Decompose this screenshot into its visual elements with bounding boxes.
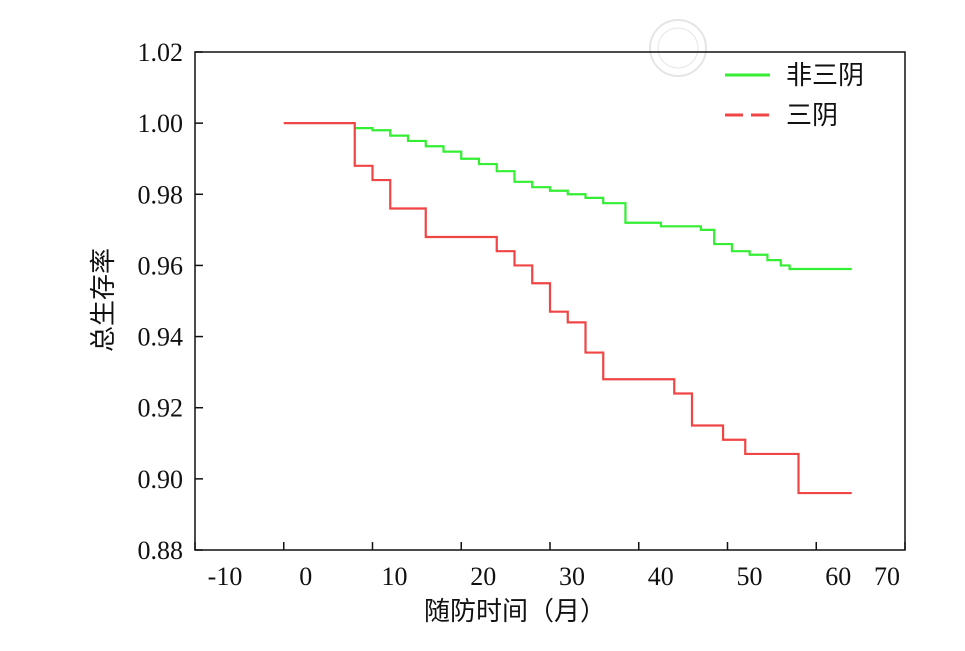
y-tick-label: 0.92 — [138, 394, 184, 423]
y-tick-label: 0.94 — [138, 323, 184, 352]
x-tick-label: 0 — [299, 562, 312, 591]
x-tick-label: 10 — [382, 562, 408, 591]
y-axis-label: 总生存率 — [89, 248, 118, 352]
legend-label-1: 三阴 — [786, 101, 838, 130]
y-tick-label: 0.90 — [138, 465, 184, 494]
x-tick-label: -10 — [208, 562, 243, 591]
watermark — [650, 20, 706, 76]
x-tick-label: 40 — [648, 562, 674, 591]
series-line-0 — [355, 128, 852, 269]
y-tick-label: 0.98 — [138, 180, 184, 209]
x-tick-label: 50 — [737, 562, 763, 591]
y-tick-label: 1.02 — [138, 38, 184, 67]
x-axis-label: 随防时间（月） — [424, 597, 606, 626]
legend-label-0: 非三阴 — [786, 61, 864, 90]
x-tick-label: 60 — [825, 562, 851, 591]
y-tick-label: 1.00 — [138, 109, 184, 138]
y-tick-label: 0.96 — [138, 251, 184, 280]
y-tick-label: 0.88 — [138, 536, 184, 565]
x-tick-label: 30 — [559, 562, 585, 591]
x-tick-label: 70 — [874, 562, 900, 591]
legend: 非三阴 三阴 — [725, 61, 864, 130]
series-line-1 — [284, 123, 852, 493]
x-tick-label: 20 — [470, 562, 496, 591]
